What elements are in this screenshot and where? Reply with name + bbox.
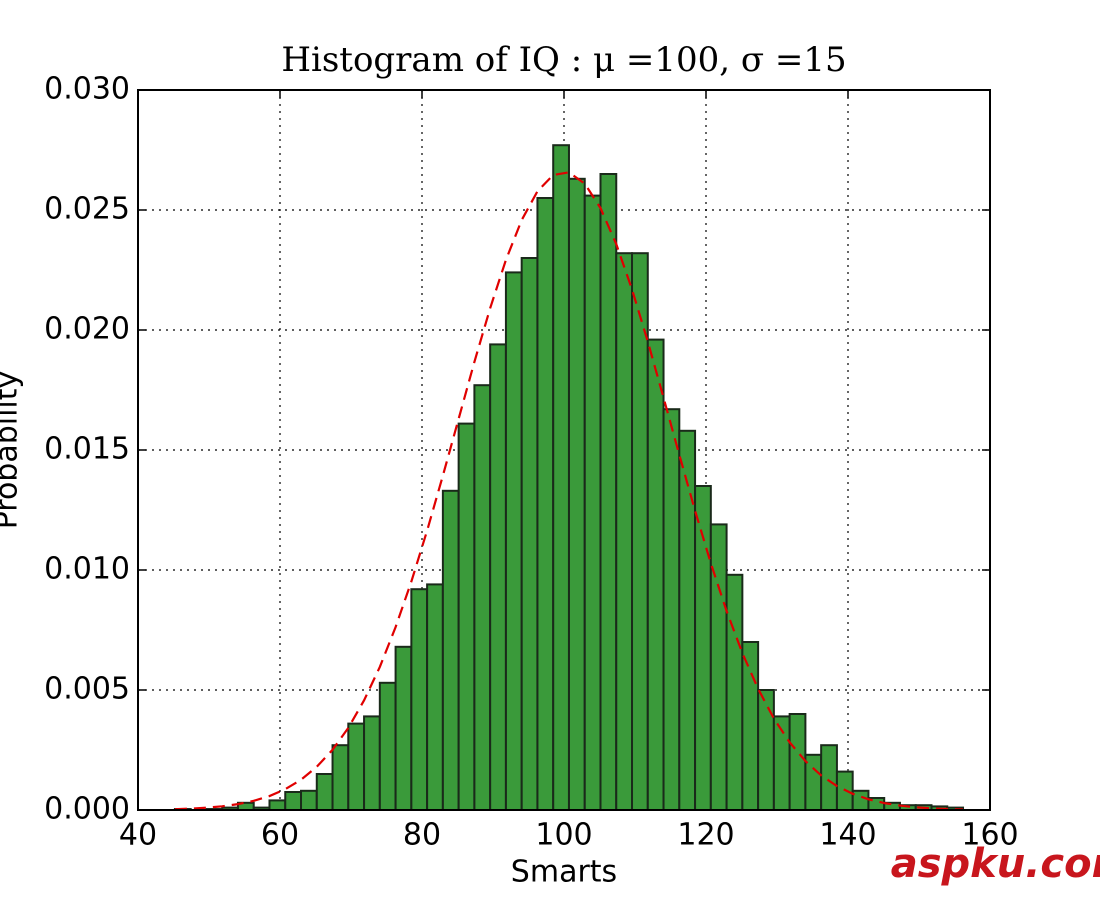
bar bbox=[426, 583, 444, 812]
watermark: aspku.com bbox=[891, 841, 1100, 887]
bar bbox=[615, 252, 634, 811]
bar bbox=[315, 773, 334, 811]
bar bbox=[583, 194, 602, 812]
bar bbox=[410, 588, 429, 812]
bar bbox=[788, 713, 807, 811]
fit-line bbox=[174, 171, 964, 811]
bar bbox=[646, 338, 665, 811]
plot-frame bbox=[137, 89, 991, 811]
x-tick-label: 80 bbox=[403, 818, 441, 853]
bar bbox=[331, 744, 350, 812]
x-tick-label: 100 bbox=[535, 818, 592, 853]
y-tick-label: 0.010 bbox=[44, 552, 130, 587]
bar bbox=[741, 641, 760, 811]
y-tick-label: 0.025 bbox=[44, 192, 130, 227]
bar bbox=[599, 173, 618, 811]
bar bbox=[473, 384, 492, 811]
bar bbox=[662, 408, 681, 811]
x-tick-label: 120 bbox=[677, 818, 734, 853]
bar bbox=[678, 429, 697, 811]
bar bbox=[851, 789, 870, 811]
y-tick-label: 0.030 bbox=[44, 72, 130, 107]
x-tick-label: 160 bbox=[961, 818, 1018, 853]
bar bbox=[757, 689, 775, 811]
x-axis-label: Smarts bbox=[511, 855, 617, 890]
chart-title: Histogram of IQ : μ =100, σ =15 bbox=[281, 40, 846, 80]
y-tick-label: 0.005 bbox=[44, 672, 130, 707]
y-tick-label: 0.020 bbox=[44, 312, 130, 347]
bar bbox=[725, 573, 744, 811]
bar bbox=[268, 799, 287, 812]
bar bbox=[567, 177, 586, 812]
bar bbox=[457, 422, 476, 811]
bar bbox=[504, 271, 523, 811]
x-tick-label: 60 bbox=[261, 818, 299, 853]
bar bbox=[820, 744, 838, 812]
bar bbox=[536, 197, 555, 811]
bar bbox=[347, 722, 366, 811]
y-tick-label: 0.015 bbox=[44, 432, 130, 467]
y-tick-label: 0.000 bbox=[44, 792, 130, 827]
bar bbox=[489, 343, 507, 811]
bar bbox=[441, 489, 460, 811]
x-tick-label: 140 bbox=[819, 818, 876, 853]
bar bbox=[520, 257, 539, 811]
x-tick-label: 40 bbox=[119, 818, 157, 853]
y-axis-label: Probability bbox=[0, 371, 25, 530]
bar bbox=[804, 753, 823, 811]
bar bbox=[378, 681, 397, 811]
bar bbox=[552, 144, 570, 811]
bar bbox=[394, 645, 413, 811]
bar bbox=[284, 791, 303, 811]
bar bbox=[363, 715, 381, 812]
bar bbox=[300, 789, 318, 811]
